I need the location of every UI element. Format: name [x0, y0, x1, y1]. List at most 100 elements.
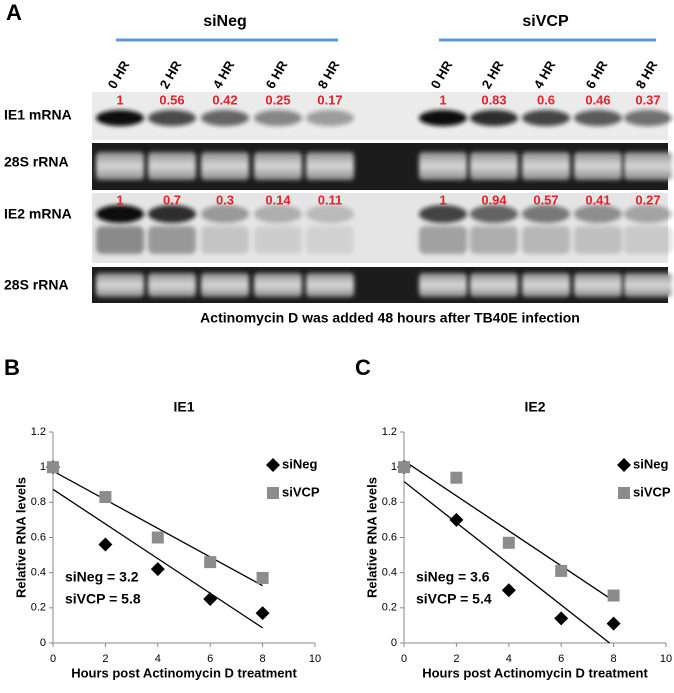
- data-point: [555, 564, 568, 577]
- ie2-level: 0.41: [585, 192, 610, 207]
- ie2-smear: [522, 226, 570, 254]
- ie2-band: [306, 205, 354, 223]
- ie1-band: [574, 110, 622, 126]
- legend-marker: [618, 487, 630, 499]
- data-point: [449, 512, 464, 527]
- x-tick-label: 2: [102, 653, 108, 665]
- y-tick-label: 0.8: [382, 496, 397, 508]
- ie2-band: [522, 205, 570, 223]
- lane-label: 0 HR: [428, 58, 456, 92]
- y-tick-label: 0.4: [382, 567, 397, 579]
- ie1-level: 1: [439, 92, 446, 107]
- x-tick-label: 10: [660, 653, 672, 665]
- data-point: [450, 471, 463, 484]
- rrna-band: [96, 273, 144, 297]
- x-tick-label: 0: [50, 653, 56, 665]
- data-point: [256, 571, 269, 584]
- y-tick-label: 1: [40, 461, 46, 473]
- ie2-level: 0.27: [635, 192, 660, 207]
- ie2-band: [574, 205, 622, 223]
- row-label: 28S rRNA: [4, 277, 69, 293]
- ie2-smear: [470, 226, 518, 254]
- ie1-band: [254, 110, 302, 126]
- ie1-level: 0.6: [537, 92, 555, 107]
- lane-label: 2 HR: [157, 58, 185, 92]
- data-point: [502, 536, 515, 549]
- ie2-level: 0.11: [318, 192, 343, 207]
- ie1-band: [470, 110, 518, 126]
- rrna-band: [624, 152, 672, 180]
- y-tick-label: 1.2: [382, 426, 397, 438]
- y-tick-label: 0: [40, 637, 46, 649]
- ie2-smear: [419, 226, 467, 254]
- ie2-level: 0.94: [481, 192, 507, 207]
- row-label: IE2 mRNA: [4, 206, 72, 222]
- row-label: 28S rRNA: [4, 154, 69, 170]
- ie2-smear: [574, 226, 622, 254]
- y-tick-label: 0.2: [31, 602, 46, 614]
- lane-label: 4 HR: [531, 58, 559, 92]
- x-tick-label: 4: [155, 653, 161, 665]
- data-point: [203, 592, 218, 607]
- ie1-band: [624, 110, 672, 126]
- y-tick-label: 0.4: [31, 567, 46, 579]
- ie2-band: [96, 205, 144, 223]
- ie1-band: [96, 110, 144, 126]
- legend-marker: [267, 487, 279, 499]
- ie2-band: [148, 205, 196, 223]
- ie1-level: 0.37: [635, 92, 660, 107]
- rrna-band: [624, 273, 672, 297]
- ie2-smear: [148, 226, 196, 254]
- rrna-band: [201, 273, 249, 297]
- ie2-band: [624, 205, 672, 223]
- legend-label: siVCP: [282, 484, 320, 499]
- annotation: siNeg = 3.6: [416, 569, 490, 585]
- rrna-band: [148, 152, 196, 180]
- ie1-band: [522, 110, 570, 126]
- rrna-band: [574, 152, 622, 180]
- legend-label: siVCP: [633, 484, 671, 499]
- group-label: siNeg: [203, 13, 247, 30]
- x-tick-label: 6: [558, 653, 564, 665]
- ie2-smear: [201, 226, 249, 254]
- x-tick-label: 6: [207, 653, 213, 665]
- rrna-band: [522, 273, 570, 297]
- data-point: [607, 589, 620, 602]
- lane-label: 6 HR: [263, 58, 291, 92]
- y-tick-label: 0.6: [31, 531, 46, 543]
- ie2-smear: [254, 226, 302, 254]
- lane-label: 8 HR: [315, 58, 343, 92]
- legend-label: siNeg: [633, 456, 668, 471]
- ie2-smear: [624, 226, 672, 254]
- annotation: siNeg = 3.2: [65, 569, 139, 585]
- ie2-level: 1: [116, 192, 123, 207]
- legend-marker: [266, 458, 280, 472]
- panel-label: B: [4, 355, 20, 380]
- ie2-level: 0.7: [163, 192, 181, 207]
- ie2-band: [419, 205, 467, 223]
- lane-label: 6 HR: [583, 58, 611, 92]
- ie2-band: [254, 205, 302, 223]
- y-tick-label: 0.2: [382, 602, 397, 614]
- data-point: [47, 461, 59, 474]
- ie1-level: 0.83: [481, 92, 506, 107]
- lane-label: 2 HR: [479, 58, 507, 92]
- ie1-level: 1: [116, 92, 123, 107]
- rrna-band: [201, 152, 249, 180]
- y-tick-label: 0.8: [31, 496, 46, 508]
- lane-label: 8 HR: [633, 58, 661, 92]
- trend-line: [53, 470, 263, 587]
- rrna-band: [574, 273, 622, 297]
- x-tick-label: 0: [401, 653, 407, 665]
- x-tick-label: 8: [260, 653, 266, 665]
- group-label: siVCP: [522, 13, 569, 30]
- ie2-level: 0.3: [216, 192, 234, 207]
- rrna-band: [470, 273, 518, 297]
- ie1-band: [306, 110, 354, 126]
- data-point: [255, 606, 270, 621]
- ie1-band: [419, 110, 467, 126]
- ie2-smear: [306, 226, 354, 254]
- ie1-level: 0.17: [317, 92, 342, 107]
